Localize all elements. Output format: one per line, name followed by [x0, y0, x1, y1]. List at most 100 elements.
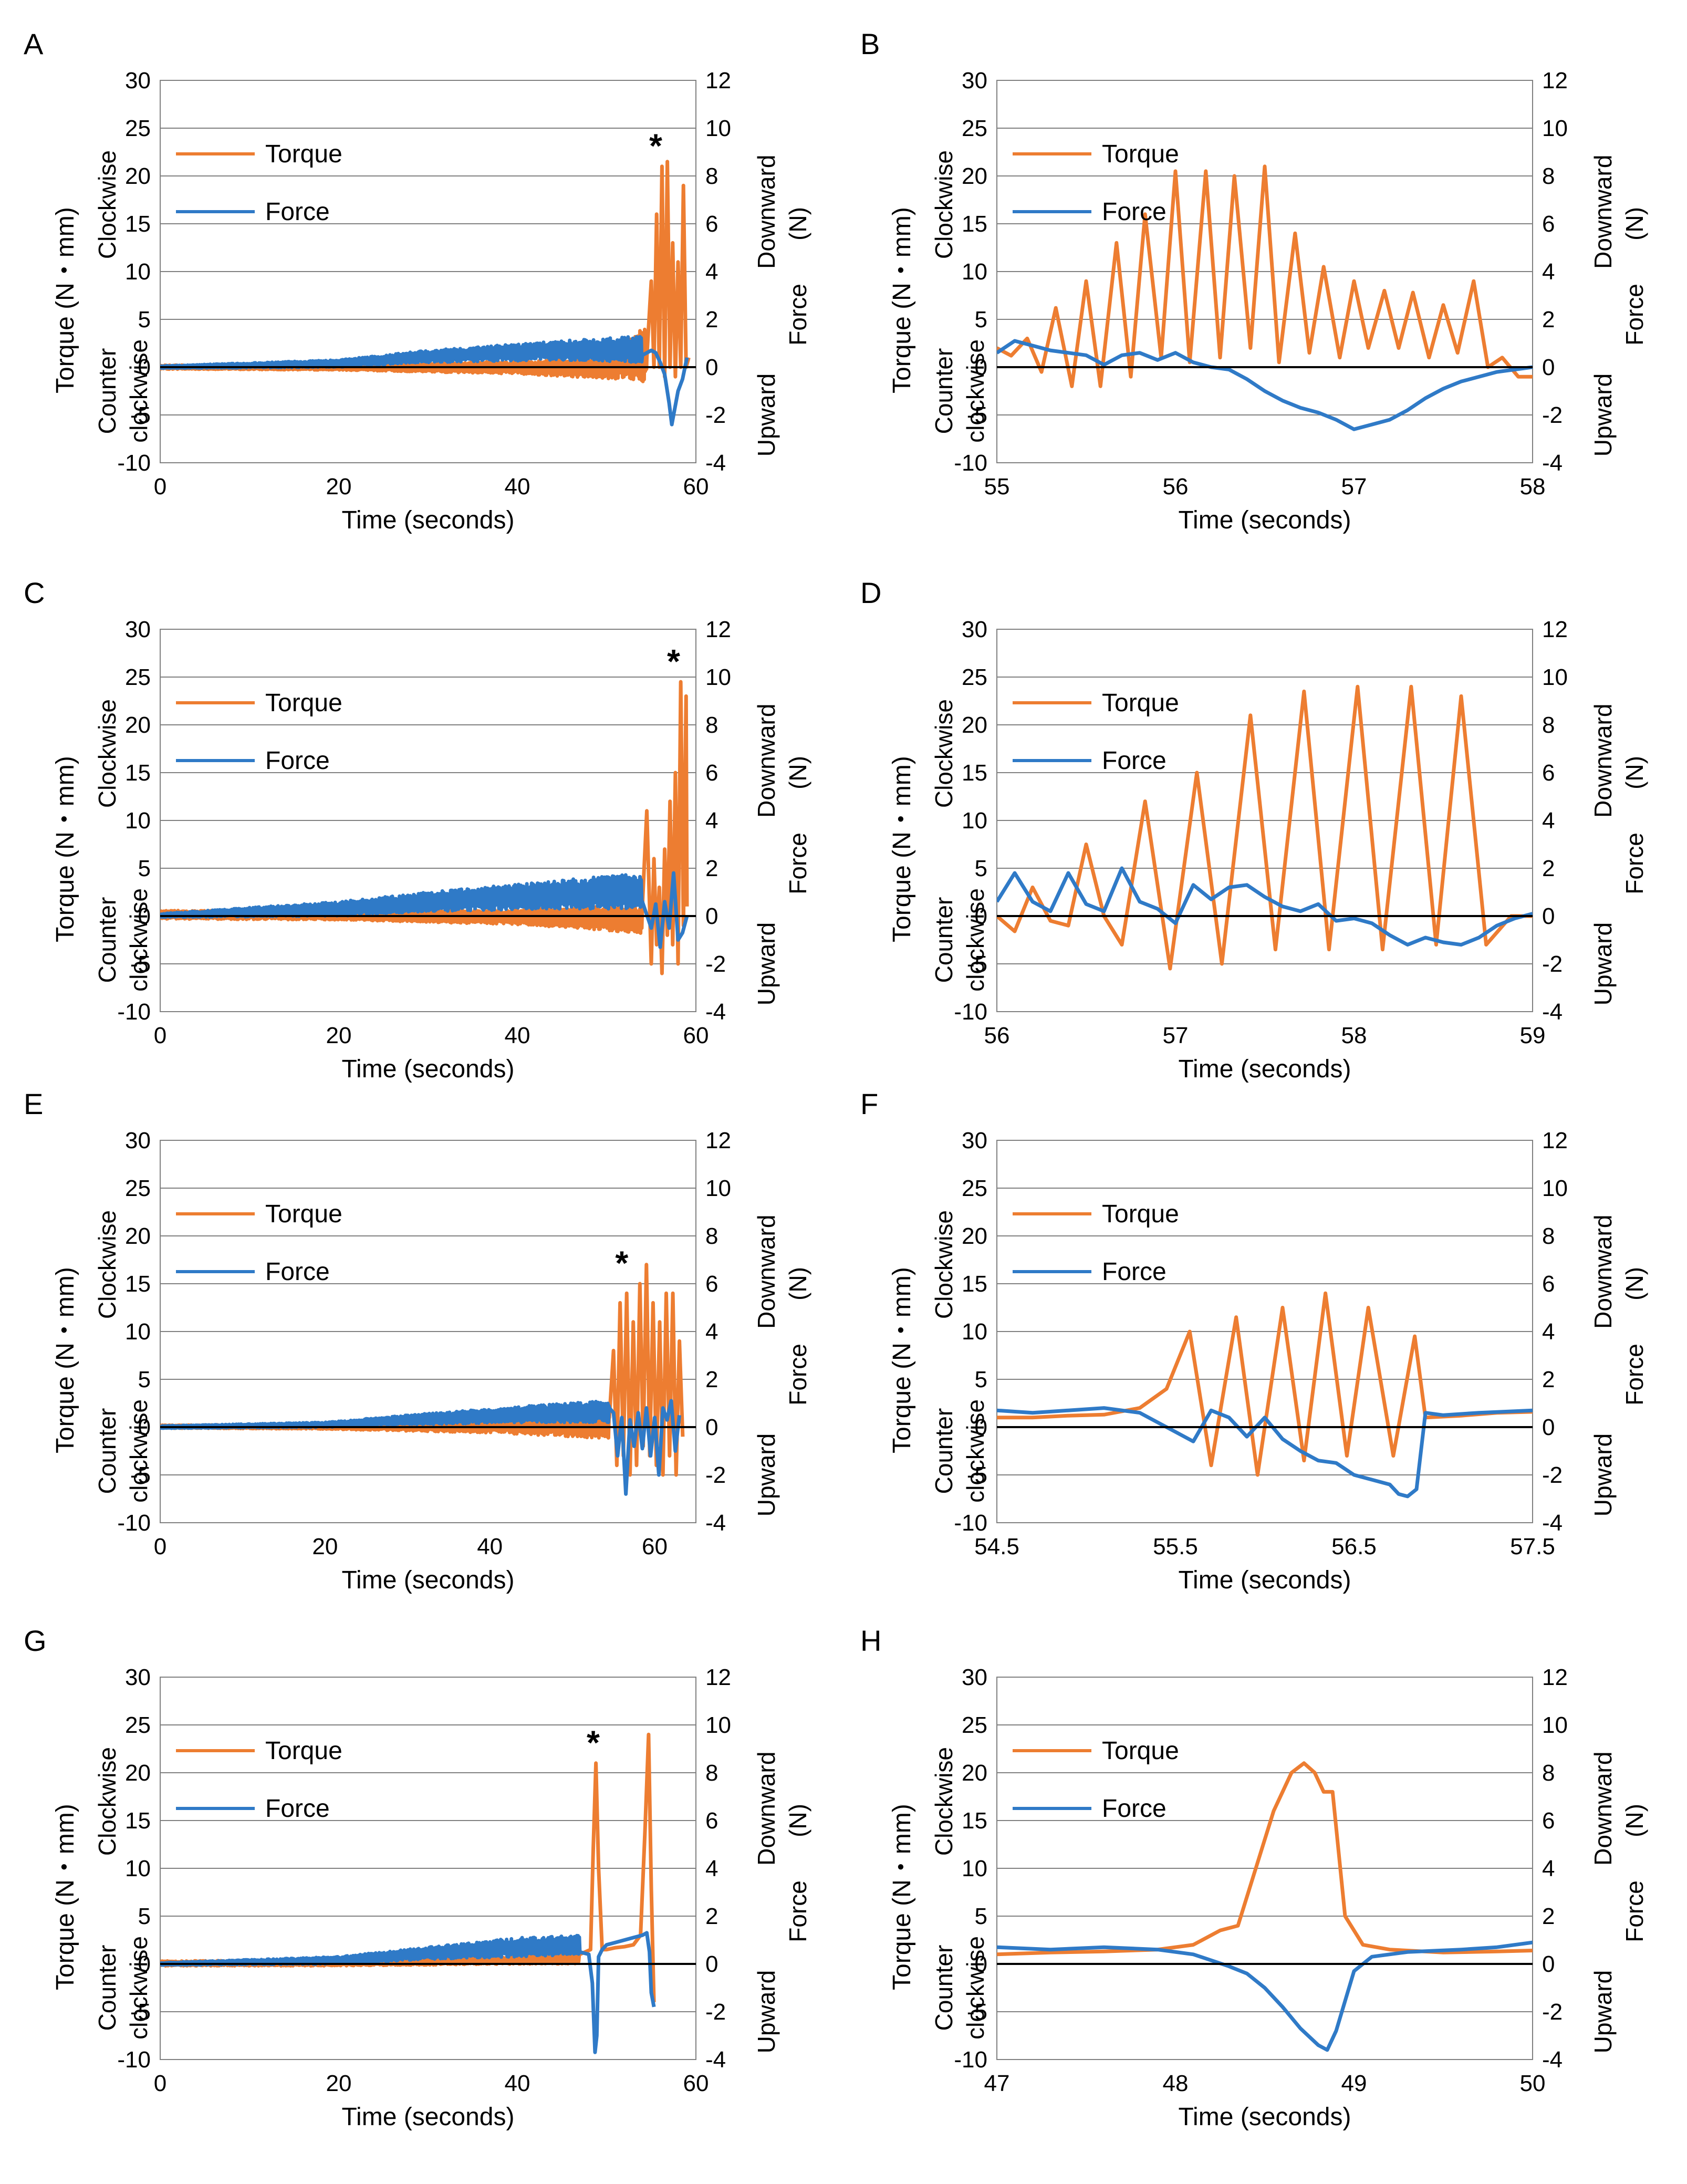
y2-tick-label: 4: [705, 259, 718, 285]
y2-tick-label: 8: [705, 163, 718, 189]
y2-tick-label: 8: [1542, 163, 1555, 189]
y-tick-label: -5: [967, 402, 987, 428]
y-tick-label: -5: [967, 951, 987, 977]
y2-tick-label: 4: [1542, 259, 1555, 285]
y2-tick-label: -2: [1542, 951, 1563, 977]
counter-label: Counter: [930, 348, 957, 434]
y-tick-label: -10: [117, 999, 151, 1025]
downward-label: Downward: [753, 704, 780, 818]
upward-label: Upward: [1589, 1433, 1617, 1517]
y-tick-label: 20: [962, 1223, 987, 1249]
y2-tick-label: 2: [1542, 307, 1555, 332]
x-tick-label: 57.5: [1510, 1534, 1555, 1559]
x-tick-label: 50: [1520, 2071, 1546, 2096]
y2-tick-label: 8: [1542, 712, 1555, 738]
force-label: Force: [784, 284, 811, 346]
y-axis-title: Torque (N・mm): [51, 756, 79, 942]
panel-G: G -10 -5 0 5 10 15 20 25 30 -4 -2 0 2 4 6 8 10 12 0 20 40 60 Ti…: [24, 1624, 811, 2131]
y-tick-label: 10: [125, 1319, 151, 1345]
y-tick-label: 20: [125, 712, 151, 738]
counter-label: Counter: [93, 1408, 121, 1494]
x-axis-title: Time (seconds): [342, 2103, 515, 2131]
y2-tick-label: 0: [1542, 903, 1555, 929]
y-tick-label: 15: [962, 1808, 987, 1834]
x-tick-label: 20: [326, 474, 352, 500]
legend-label-torque: Torque: [265, 689, 342, 717]
y-tick-label: 30: [125, 1665, 151, 1690]
force-line: [160, 335, 689, 427]
y2-tick-label: 12: [705, 1665, 731, 1690]
y2-tick-label: 8: [705, 712, 718, 738]
x-tick-label: 20: [326, 2071, 352, 2096]
clockwise-label: Clockwise: [930, 150, 957, 259]
y-tick-label: 5: [138, 1367, 151, 1392]
y2-tick-label: -2: [1542, 402, 1563, 428]
clockwise-label: Clockwise: [93, 150, 121, 259]
y-tick-label: -10: [954, 2047, 987, 2073]
clockwise-label: Clockwise: [93, 699, 121, 808]
y-tick-label: 5: [138, 856, 151, 881]
y2-tick-label: 0: [1542, 355, 1555, 380]
counter-clockwise-label: clockwise: [962, 888, 989, 992]
x-tick-label: 57: [1163, 1023, 1189, 1048]
y-tick-label: 30: [962, 1128, 987, 1153]
panel-letter: E: [24, 1087, 43, 1120]
x-tick-label: 20: [326, 1023, 352, 1048]
counter-label: Counter: [93, 348, 121, 434]
x-tick-label: 56.5: [1331, 1534, 1377, 1559]
x-tick-label: 59: [1520, 1023, 1546, 1048]
y2-tick-label: -4: [1542, 1510, 1563, 1536]
plot-frame: [996, 629, 1533, 1012]
y-tick-label: -5: [130, 1462, 151, 1488]
x-tick-label: 60: [683, 2071, 709, 2096]
force-line: [997, 1406, 1533, 1499]
y2-tick-label: 2: [705, 1904, 718, 1929]
force-label: Force: [1621, 1880, 1648, 1942]
y2-tick-label: 2: [1542, 1904, 1555, 1929]
panel-H: H -10 -5 0 5 10 15 20 25 30 -4 -2 0 2 4 6 8 10 12 47 48 49 50 T…: [860, 1624, 1648, 2131]
x-axis-title: Time (seconds): [1179, 1055, 1351, 1083]
y-tick-label: -5: [967, 1999, 987, 2025]
y-tick-label: 10: [962, 808, 987, 834]
y-tick-label: 25: [125, 664, 151, 690]
y-tick-label: 30: [125, 68, 151, 93]
legend-label-force: Force: [265, 198, 330, 226]
force-line: [997, 1940, 1533, 2052]
x-tick-label: 57: [1341, 474, 1367, 500]
y2-tick-label: -2: [1542, 1462, 1563, 1488]
x-tick-label: 60: [642, 1534, 668, 1559]
upward-label: Upward: [753, 373, 780, 457]
y-tick-label: 10: [125, 808, 151, 834]
counter-clockwise-label: clockwise: [125, 1399, 152, 1503]
x-tick-label: 0: [154, 474, 166, 500]
panel-E: E -10 -5 0 5 10 15 20 25 30 -4 -2 0 2 4 6 8 10 12 0 20 40 60 Ti…: [24, 1087, 811, 1594]
counter-label: Counter: [930, 1945, 957, 2031]
y2-tick-label: 0: [705, 355, 718, 380]
y-tick-label: 25: [962, 1176, 987, 1201]
y-axis-title: Torque (N・mm): [51, 1267, 79, 1453]
x-tick-label: 40: [505, 474, 530, 500]
y2-tick-label: 10: [705, 664, 731, 690]
panel-letter: A: [24, 27, 44, 60]
counter-clockwise-label: clockwise: [125, 339, 152, 443]
series-group: [997, 1761, 1533, 2052]
y-axis-title: Torque (N・mm): [51, 207, 79, 393]
y2-tick-label: 0: [705, 903, 718, 929]
y2-tick-label: -2: [705, 951, 726, 977]
panel-B: B -10 -5 0 5 10 15 20 25 30 -4 -2 0 2 4 6 8 10 12 55 56 57 58 T…: [860, 27, 1648, 534]
y-tick-label: 0: [138, 1951, 151, 1977]
x-tick-label: 40: [505, 1023, 530, 1048]
y-tick-label: 10: [962, 1856, 987, 1881]
plot-frame: [996, 80, 1533, 463]
y-tick-label: 30: [125, 1128, 151, 1153]
y2-tick-label: 12: [1542, 1128, 1568, 1153]
torque-line: [997, 684, 1533, 971]
y-tick-label: 0: [975, 1415, 987, 1440]
downward-label: Downward: [753, 1752, 780, 1866]
x-axis-title: Time (seconds): [1179, 506, 1351, 534]
y2-tick-label: 10: [1542, 116, 1568, 141]
y-tick-label: -10: [117, 2047, 151, 2073]
y-tick-label: -10: [954, 1510, 987, 1536]
y-tick-label: -5: [130, 402, 151, 428]
legend-label-torque: Torque: [1102, 1200, 1179, 1228]
